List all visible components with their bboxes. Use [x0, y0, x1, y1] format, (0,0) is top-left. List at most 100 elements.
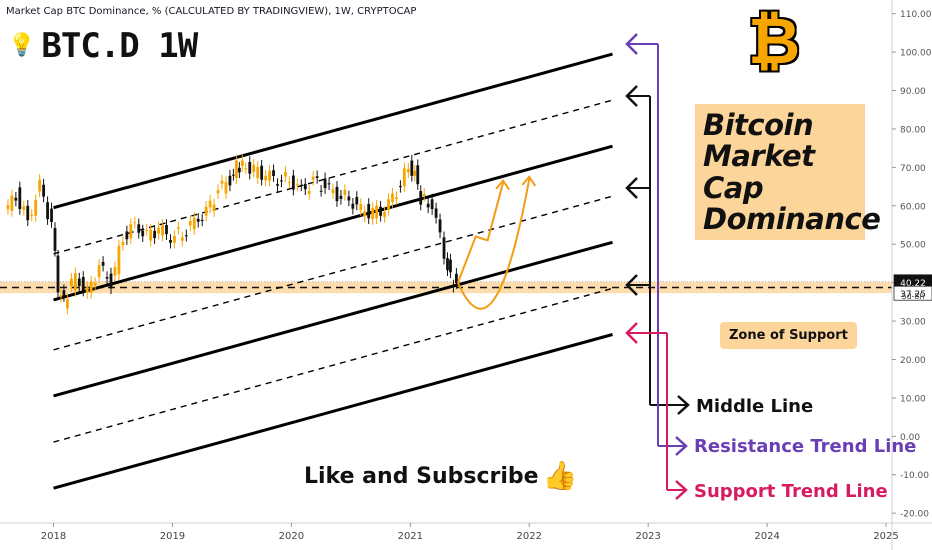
ticker-label: BTC.D 1W [41, 26, 198, 66]
candle-body [224, 182, 228, 194]
candle-body [46, 202, 49, 220]
middle-line-label: Middle Line [696, 396, 814, 417]
candle-body [93, 283, 97, 286]
candle-body [89, 281, 93, 294]
countdown-label: 5d 8h [902, 292, 925, 301]
candle-body [180, 237, 184, 241]
resistance-line-label: Resistance Trend Line [694, 436, 917, 457]
candle-body [173, 236, 176, 243]
candle-body [276, 184, 279, 186]
candle-body [53, 227, 57, 251]
candle-body [42, 184, 46, 197]
like-subscribe-text: Like and Subscribe [304, 463, 539, 489]
candle-body [452, 285, 455, 287]
x-tick-label: 2022 [517, 531, 542, 542]
ticker-symbol: 💡 BTC.D 1W [8, 26, 198, 66]
candle-body [446, 258, 449, 271]
zone-of-support-label: Zone of Support [720, 322, 857, 349]
title-line-3: Dominance [703, 201, 881, 236]
candle-body [220, 180, 224, 184]
y-tick-label: 10.00 [900, 394, 926, 404]
candle-body [291, 175, 295, 190]
candle-body [59, 295, 63, 297]
candle-body [323, 178, 327, 189]
y-tick-label: 60.00 [900, 202, 926, 212]
candle-body [237, 167, 241, 173]
candles [6, 154, 458, 315]
candle-body [105, 277, 109, 279]
candle-body [77, 278, 81, 286]
candle-body [244, 168, 248, 170]
candle-body [240, 160, 244, 166]
y-tick-label: 110.00 [900, 10, 932, 20]
candle-body [228, 175, 232, 186]
price-tag-label: 40.22 [900, 279, 926, 289]
candle-body [30, 214, 34, 216]
projection-zigzag [456, 182, 505, 283]
candle-body [438, 219, 442, 233]
candle-body [343, 189, 347, 195]
candle-body [14, 197, 18, 201]
x-tick-label: 2018 [41, 531, 66, 542]
candle-body [264, 175, 268, 181]
candle-body [395, 197, 398, 200]
x-tick-label: 2020 [279, 531, 304, 542]
candle-body [34, 200, 38, 216]
candle-body [141, 230, 145, 237]
support-right-arrow [675, 480, 688, 500]
candle-body [311, 176, 315, 180]
candle-body [18, 187, 22, 210]
candle-body [371, 207, 375, 219]
candle-body [133, 222, 137, 224]
candle-body [413, 170, 417, 176]
candle-body [284, 171, 287, 177]
candle-body [73, 273, 77, 291]
candle-body [137, 224, 141, 233]
x-tick-label: 2024 [754, 531, 779, 542]
candle-body [248, 161, 252, 174]
candle-body [387, 199, 390, 210]
candle-body [22, 206, 26, 210]
candle-body [295, 184, 299, 186]
support-line-label: Support Trend Line [694, 481, 888, 502]
candle-body [449, 259, 452, 273]
candle-body [268, 170, 271, 181]
projection-zigzag-arrowhead [495, 179, 510, 191]
candle-body [85, 287, 89, 293]
candle-body [196, 218, 200, 222]
y-tick-label: 30.00 [900, 318, 926, 328]
candle-body [288, 182, 291, 184]
candle-body [161, 225, 164, 236]
candle-body [455, 273, 458, 284]
candle-body [422, 193, 426, 196]
price-tag [893, 285, 932, 301]
candle-body [351, 203, 355, 209]
candle-body [335, 186, 339, 202]
bitcoin-logo-icon: ₿ [748, 5, 801, 79]
candle-body [232, 174, 235, 176]
candle-body [379, 206, 382, 216]
candle-body [6, 205, 10, 209]
x-tick-label: 2023 [635, 531, 660, 542]
candle-body [299, 185, 303, 187]
candle-body [208, 200, 212, 208]
channel-solid-line [53, 333, 613, 490]
projection-arrowhead [521, 175, 537, 187]
candle-body [260, 165, 264, 180]
candle-body [177, 227, 180, 229]
candle-body [97, 265, 101, 278]
candle-body [442, 237, 446, 259]
callout-arrows [625, 33, 690, 500]
projection-curve [456, 178, 531, 310]
y-tick-label: 50.00 [900, 241, 926, 251]
candle-body [125, 231, 129, 240]
y-tick-label: -10.00 [900, 471, 929, 481]
candle-body [65, 299, 69, 309]
candle-body [81, 276, 85, 291]
candle-body [367, 204, 371, 219]
candle-body [145, 229, 149, 231]
chart-header: Market Cap BTC Dominance, % (CALCULATED … [6, 6, 417, 17]
candle-body [157, 227, 160, 234]
y-tick-label: 70.00 [900, 164, 926, 174]
